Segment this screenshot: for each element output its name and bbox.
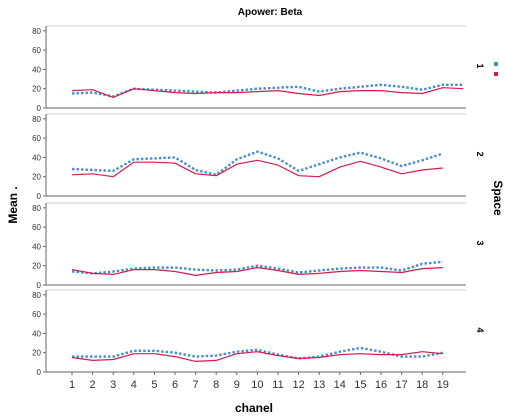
y-tick-label: 60 — [32, 46, 41, 55]
x-tick-label: 1 — [69, 379, 75, 391]
x-tick-label: 10 — [251, 379, 263, 391]
y-tick-label: 20 — [32, 173, 41, 182]
y-axis-label: Mean . — [6, 186, 20, 223]
y-tick-label: 80 — [32, 204, 41, 213]
y-tick-label: 80 — [32, 115, 41, 124]
chart-title: Apower: Beta — [238, 7, 303, 18]
x-tick-label: 6 — [172, 379, 178, 391]
x-tick-label: 16 — [375, 379, 387, 391]
panel-strip-label: 1 — [475, 63, 485, 68]
x-tick-label: 18 — [416, 379, 428, 391]
y-tick-label: 0 — [37, 281, 42, 290]
y-tick-label: 40 — [32, 242, 41, 251]
y-tick-label: 80 — [32, 291, 41, 300]
x-tick-label: 2 — [90, 379, 96, 391]
y-tick-label: 0 — [37, 104, 42, 113]
panel-3: 0 20 40 60 80 3 — [32, 202, 485, 290]
panel-1: 0 20 40 60 80 1 — [32, 25, 485, 113]
y-tick-label: 40 — [32, 153, 41, 162]
y-tick-label: 20 — [32, 349, 41, 358]
series-line-1 — [71, 150, 444, 177]
series-line-2 — [71, 159, 443, 178]
x-tick-label: 19 — [437, 379, 449, 391]
legend-swatch-1 — [494, 62, 498, 66]
x-tick-label: 8 — [213, 379, 219, 391]
series-line-1 — [71, 83, 464, 98]
series-line-2 — [71, 267, 443, 276]
y-tick-label: 20 — [32, 85, 41, 94]
legend — [494, 62, 498, 76]
legend-swatch-2 — [494, 72, 498, 76]
panel-strip-label: 3 — [475, 240, 485, 245]
y-tick-label: 60 — [32, 310, 41, 319]
panel-strip-label: 2 — [475, 151, 485, 156]
x-tick-label: 15 — [354, 379, 366, 391]
panel-strip-label: 4 — [475, 327, 485, 332]
y-tick-label: 60 — [32, 223, 41, 232]
series-line-1 — [72, 346, 444, 360]
x-tick-label: 7 — [193, 379, 199, 391]
x-tick-label: 4 — [131, 379, 137, 391]
panel-2: 0 20 40 60 80 2 — [32, 113, 485, 201]
y-tick-label: 0 — [37, 368, 42, 377]
series-line-2 — [71, 87, 464, 99]
x-tick-label: 12 — [292, 379, 304, 391]
series-line-2 — [71, 351, 443, 362]
x-tick-label: 14 — [334, 379, 346, 391]
y-tick-label: 0 — [37, 192, 42, 201]
x-tick-label: 17 — [395, 379, 407, 391]
panel-4: 0 20 40 60 80 4 — [32, 289, 485, 377]
y-tick-label: 20 — [32, 262, 41, 271]
x-tick-label: 5 — [151, 379, 157, 391]
facet-axis-label: Space — [491, 180, 505, 216]
y-tick-label: 80 — [32, 27, 41, 36]
x-tick-label: 13 — [313, 379, 325, 391]
x-tick-label: 9 — [234, 379, 240, 391]
x-axis: 1 2 3 4 5 6 7 8 9 10 11 12 13 14 15 16 17 18 19 — [69, 372, 449, 391]
x-tick-label: 3 — [110, 379, 116, 391]
x-axis-label: chanel — [235, 401, 273, 415]
y-tick-label: 60 — [32, 134, 41, 143]
y-tick-label: 40 — [32, 329, 41, 338]
series-line-1 — [71, 260, 443, 275]
x-tick-label: 11 — [272, 379, 283, 391]
y-tick-label: 40 — [32, 65, 41, 74]
